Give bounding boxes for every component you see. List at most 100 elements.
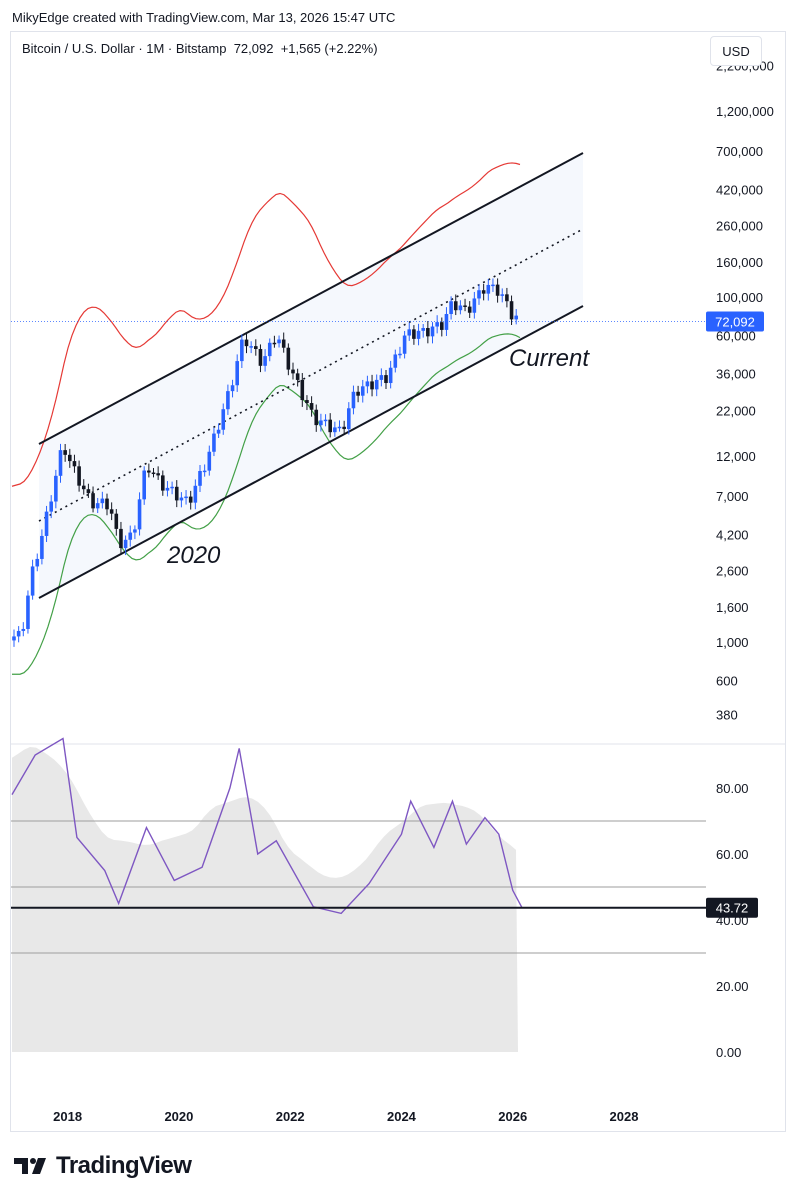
candle-body — [202, 470, 207, 473]
price-tick-label: 700,000 — [716, 144, 763, 159]
time-tick-label: 2024 — [387, 1109, 417, 1124]
rsi-envelope — [12, 747, 518, 1052]
candle-body — [174, 486, 179, 501]
candle-body — [188, 496, 193, 503]
price-tick-label: 380 — [716, 707, 738, 722]
rsi-value-badge — [706, 897, 758, 918]
candle-body — [267, 342, 272, 357]
price-tick-label: 12,000 — [716, 449, 756, 464]
price-tick-label: 260,000 — [716, 218, 763, 233]
candle-body — [12, 636, 16, 641]
last-price-label: 72,092 — [715, 315, 755, 330]
candle-body — [412, 329, 416, 339]
candle-body — [198, 470, 202, 486]
candle-body — [244, 339, 249, 347]
candle-body — [226, 391, 230, 410]
candle-body — [491, 284, 495, 287]
candle-body — [351, 391, 356, 409]
symbol-legend[interactable]: Bitcoin / U.S. Dollar · 1M · Bitstamp 72… — [22, 41, 378, 56]
candle-body — [416, 330, 421, 339]
candle-body — [137, 499, 142, 530]
candle-body — [86, 489, 91, 494]
price-tick-label: 2,600 — [716, 563, 749, 578]
candle-body — [193, 485, 198, 503]
candle-body — [35, 558, 40, 567]
candle-body — [286, 347, 291, 370]
candle-body — [300, 379, 305, 401]
price-change: +1,565 (+2.22%) — [280, 41, 378, 56]
candle-body — [249, 346, 253, 348]
price-pane: 72,092 2020 Current — [11, 152, 764, 675]
rsi-line — [11, 737, 523, 915]
candle-body — [49, 501, 53, 512]
candle-body — [477, 290, 481, 299]
currency-button[interactable]: USD — [710, 36, 762, 66]
lower-band-line — [12, 333, 521, 675]
rsi-tick-label: 40.00 — [716, 913, 749, 928]
candle-body — [309, 403, 314, 410]
candle-body — [514, 315, 518, 320]
price-tick-label: 100,000 — [716, 290, 763, 305]
candle-body — [221, 409, 226, 430]
candle-body — [319, 420, 323, 426]
tradingview-logo-icon — [14, 1158, 46, 1174]
rsi-pane: 43.72 — [11, 737, 758, 1052]
channel-fill — [39, 153, 583, 598]
candle-body — [72, 461, 77, 467]
tradingview-brand-text: TradingView — [56, 1152, 192, 1179]
candle-body — [328, 419, 332, 433]
candle-body — [407, 329, 412, 336]
tradingview-logo[interactable]: TradingView — [14, 1152, 192, 1180]
candle-body — [495, 284, 500, 296]
candle-body — [356, 391, 360, 396]
candle-body — [505, 294, 509, 302]
candle-body — [272, 342, 277, 345]
channel-lower-line — [38, 305, 584, 599]
candle-body — [360, 386, 365, 396]
candle-body — [30, 566, 35, 596]
candle-body — [81, 485, 86, 490]
candle-body — [402, 335, 407, 354]
candle-body — [323, 419, 328, 422]
annotation-current: Current — [509, 345, 590, 372]
candle-body — [281, 339, 286, 348]
time-tick-label: 2020 — [164, 1109, 193, 1124]
candle-body — [449, 301, 453, 315]
last-price-value: 72,092 — [233, 41, 274, 56]
candle-body — [458, 305, 463, 311]
candle-body — [77, 466, 81, 486]
candle-body — [388, 367, 393, 384]
last-price-badge — [706, 311, 764, 332]
candle-body — [109, 509, 114, 514]
chart-frame — [10, 31, 786, 1132]
candle-body — [365, 381, 370, 387]
candle-body — [147, 470, 151, 473]
candle-body — [207, 451, 212, 471]
candle-body — [156, 473, 160, 476]
candle-body — [68, 454, 72, 462]
price-tick-label: 420,000 — [716, 182, 763, 197]
candle-body — [21, 628, 26, 631]
rsi-value-label: 43.72 — [716, 901, 749, 916]
candle-body — [123, 539, 128, 549]
upper-band-line — [11, 162, 521, 487]
candle-body — [305, 400, 309, 404]
candle-body — [314, 409, 319, 426]
candle-body — [444, 314, 449, 330]
candle-body — [119, 528, 123, 549]
price-tick-label: 1,200,000 — [716, 104, 774, 119]
candle-body — [105, 498, 109, 510]
candle-body — [161, 475, 165, 491]
channel-upper-line — [38, 152, 584, 445]
candle-body — [472, 298, 477, 313]
price-tick-label: 7,000 — [716, 489, 749, 504]
candle-body — [440, 322, 444, 330]
candle-body — [463, 305, 467, 307]
chart-header-text: MikyEdge created with TradingView.com, M… — [12, 10, 396, 25]
candle-body — [421, 328, 425, 331]
candle-body — [235, 361, 239, 386]
price-tick-label: 160,000 — [716, 255, 763, 270]
candle-body — [384, 375, 388, 384]
candle-body — [212, 433, 216, 452]
